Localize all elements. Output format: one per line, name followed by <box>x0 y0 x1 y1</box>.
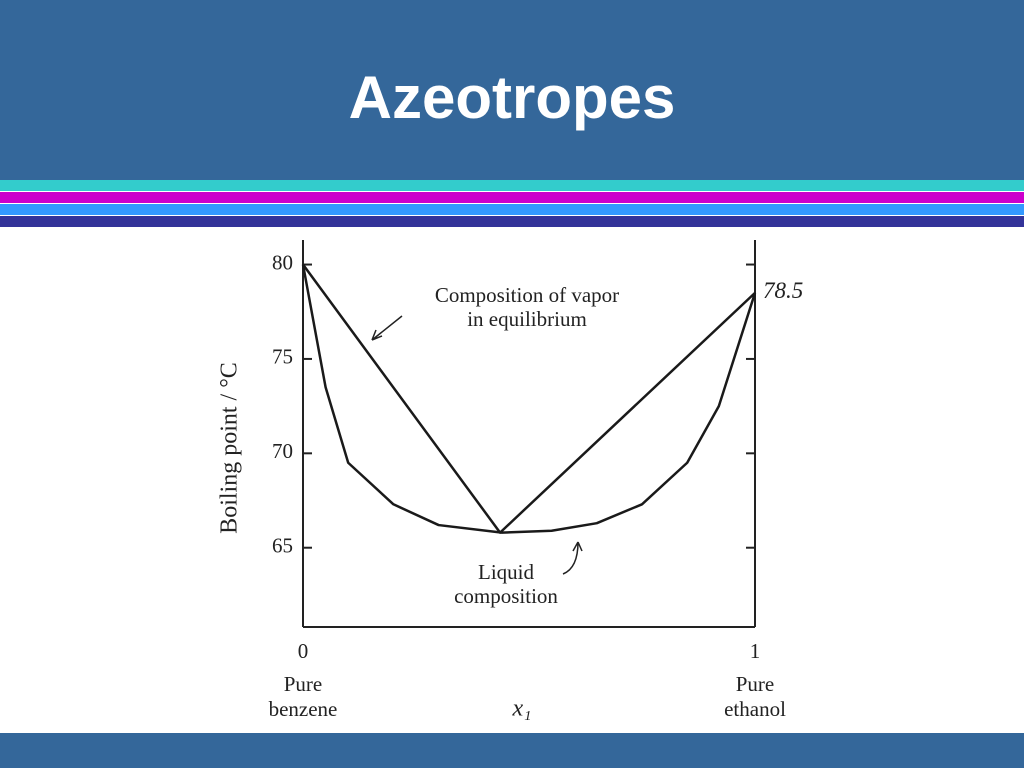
x-end-label: Pure <box>736 672 775 696</box>
data-label: 78.5 <box>763 278 803 303</box>
slide-title: Azeotropes <box>349 64 676 131</box>
x-end-label: ethanol <box>724 697 786 721</box>
x-end-label: benzene <box>269 697 338 721</box>
arrow <box>562 541 583 575</box>
x-axis-label: x₁ <box>512 696 532 722</box>
series-line <box>301 264 757 534</box>
annotation: Composition of vapor <box>435 283 619 307</box>
stripe <box>0 216 1024 227</box>
stripe <box>0 204 1024 215</box>
x-end-label: Pure <box>284 672 323 696</box>
arrow <box>371 315 403 341</box>
stripe <box>0 192 1024 203</box>
y-tick-label: 70 <box>272 439 293 463</box>
x-tick-label: 0 <box>298 639 309 663</box>
footer-band <box>0 733 1024 768</box>
y-axis-label: Boiling point / °C <box>217 362 243 534</box>
annotation: composition <box>454 584 558 608</box>
header-band <box>0 0 1024 180</box>
y-tick-label: 75 <box>272 345 293 369</box>
x-tick-label: 1 <box>750 639 761 663</box>
y-tick-label: 80 <box>272 250 293 274</box>
annotation: Liquid <box>478 560 534 584</box>
stripe <box>0 180 1024 191</box>
annotation: in equilibrium <box>467 307 587 331</box>
y-tick-label: 65 <box>272 534 293 558</box>
